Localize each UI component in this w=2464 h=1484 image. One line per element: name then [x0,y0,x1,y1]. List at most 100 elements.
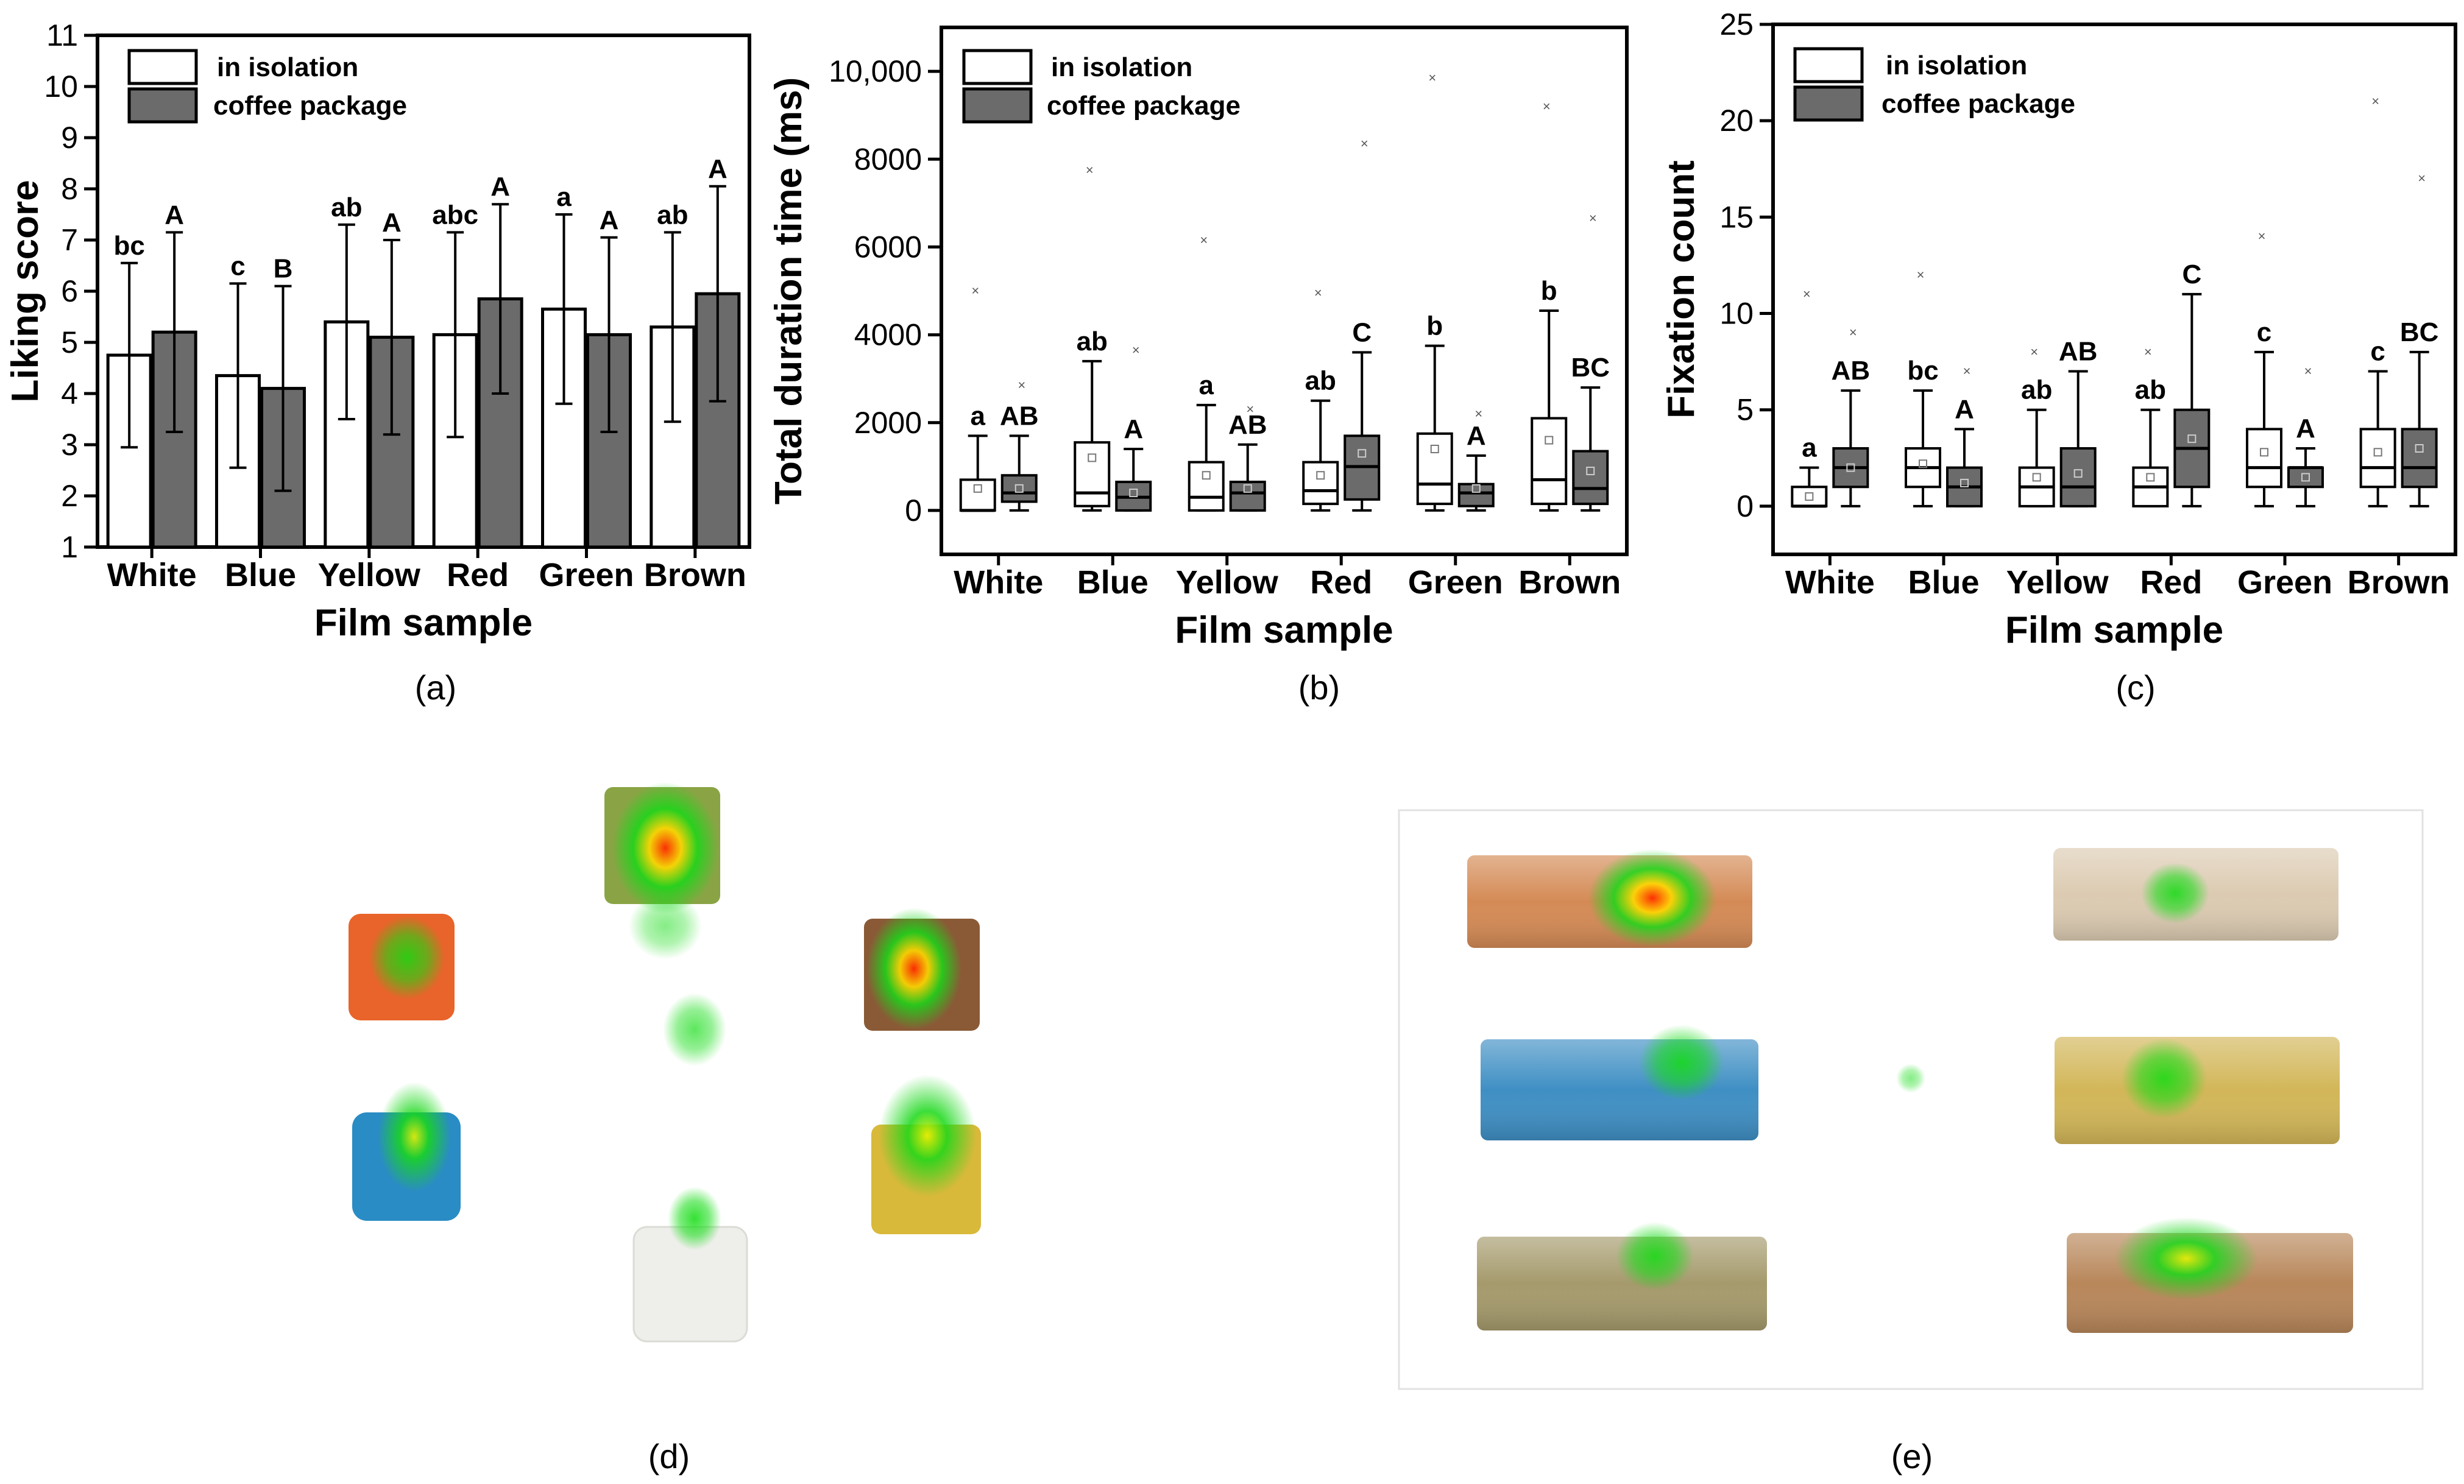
mean-marker [1358,449,1367,458]
total-duration-chart: 0 2000 4000 6000 8000 10,000 White Blue Yellow Re… [768,26,1629,651]
box-coffee [1572,450,1609,506]
heat-spot-white-package [2141,863,2209,924]
significance-letter: c [2370,336,2385,366]
mean-marker [2073,469,2083,478]
box-isolation [2246,428,2282,489]
significance-letter: a [1802,433,1817,463]
legend-b-isolation-label: in isolation [1051,52,1192,82]
outlier-marker: × [1543,99,1551,114]
mean-marker [2032,473,2041,482]
significance-letter: A [708,154,728,184]
outlier-marker: × [2371,94,2379,109]
y-tick-label: 15 [1719,200,1754,234]
box-isolation [1302,461,1339,506]
y-tick-label: 3 [61,428,78,462]
x-tick-label: Red [1310,564,1372,601]
mean-marker [1919,459,1927,468]
y-tick-label: 10 [1719,297,1754,331]
liking-score-chart: 1 2 3 4 5 6 7 8 9 10 11 White Blue Yellow Red Green Brow… [4,18,751,644]
significance-letter: AB [1000,401,1039,431]
mean-marker [2260,448,2268,457]
panel-label-d: (d) [648,1437,690,1475]
significance-letter: A [1467,421,1486,451]
significance-letter: C [2182,260,2201,289]
legend-a-coffee-label: coffee package [213,91,407,121]
mean-marker [1471,484,1481,493]
legend-a-isolation-label: in isolation [217,52,358,82]
y-tick-label: 10 [44,69,78,104]
legend-b: in isolation coffee package [962,49,1241,124]
heat-spot-blue [378,1082,451,1192]
significance-letter: a [971,401,986,431]
mean-marker [2373,448,2382,457]
y-axis-title: Liking score [4,180,46,402]
x-tick-label: Brown [644,557,746,593]
panel-label-b: (b) [1298,668,1340,707]
significance-letter: b [1426,311,1443,341]
x-tick-label: Green [1408,564,1503,601]
x-tick-label: Red [2140,564,2202,601]
y-axis-title: Fixation count [1660,160,1702,419]
significance-letter: AB [2059,336,2098,366]
significance-letter: bc [1907,356,1938,386]
y-tick-label: 4 [61,376,78,411]
legend-c-coffee-label: coffee package [1882,89,2075,119]
outlier-marker: × [1803,286,1811,302]
panel-label-e: (e) [1891,1437,1933,1475]
mean-marker [2301,473,2310,482]
mean-marker [1960,478,1969,487]
mean-marker [1014,484,1024,493]
outlier-marker: × [1200,233,1208,248]
box-coffee [1229,481,1266,512]
y-tick-label: 8000 [854,142,922,176]
x-axis-title: Film sample [314,602,533,644]
significance-letter: C [1352,317,1372,347]
outlier-marker: × [2258,228,2266,244]
significance-letter: A [600,205,619,235]
outlier-marker: × [1917,267,1925,282]
y-tick-label: 2 [61,479,78,513]
mean-marker [1545,436,1554,445]
significance-letter: A [382,208,402,238]
heat-spot-gap [1896,1064,1925,1093]
outlier-marker: × [1428,70,1436,85]
legend-b-coffee-swatch [962,87,1033,124]
plot-frame [1771,23,2457,556]
plot-frame [940,26,1629,556]
significance-letter: ab [657,200,688,230]
mean-marker [2146,473,2155,482]
x-tick-label: Brown [2348,564,2450,601]
y-tick-label: 20 [1719,104,1754,138]
x-tick-label: Blue [1908,564,1979,601]
heat-spot-orange [369,916,445,999]
y-tick-label: 7 [61,223,78,257]
panel-label-c: (c) [2115,668,2155,707]
y-tick-label: 11 [46,18,78,52]
mean-marker [1202,471,1211,480]
box-isolation [2359,428,2396,489]
significance-letter: BC [1571,353,1610,383]
significance-letter: a [556,182,572,212]
heatmap-d [349,782,981,1343]
outlier-marker: × [1246,401,1254,417]
outlier-marker: × [1314,285,1322,300]
significance-letter: c [230,251,245,281]
outlier-marker: × [971,283,979,299]
y-tick-label: 0 [1736,489,1754,523]
significance-letter: B [274,254,293,284]
outlier-marker: × [2030,344,2038,359]
significance-letter: a [1199,370,1214,400]
y-tick-label: 6 [61,274,78,308]
legend-c-coffee-swatch [1793,85,1864,122]
outlier-marker: × [1475,406,1482,421]
outlier-marker: × [1963,363,1971,378]
y-tick-label: 5 [1736,393,1754,427]
significance-letter: b [1541,276,1557,306]
mean-marker [1088,453,1097,462]
mean-marker [1243,484,1252,493]
mean-marker [1316,471,1325,480]
outlier-marker: × [1086,162,1094,177]
heat-spot-orange-package [1588,849,1716,947]
y-tick-label: 6000 [854,230,922,264]
box-coffee [1000,474,1038,503]
